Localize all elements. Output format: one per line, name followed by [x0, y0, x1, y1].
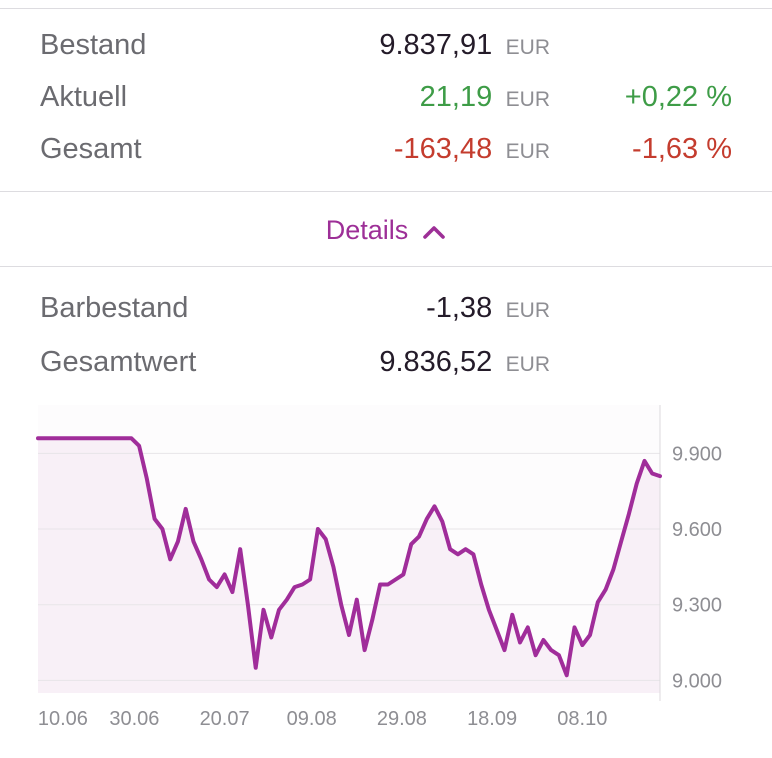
row-change: -1,63 %: [632, 132, 732, 165]
row-value-group: 9.836,52 EUR: [220, 346, 550, 379]
details-toggle[interactable]: Details: [0, 192, 772, 266]
row-label: Gesamt: [40, 132, 142, 165]
details-row-barbestand: Barbestand -1,38 EUR: [40, 281, 732, 335]
divider: [0, 191, 772, 192]
chevron-up-icon: [422, 216, 446, 247]
details-toggle-label: Details: [325, 214, 409, 245]
y-axis-label: 9.000: [672, 670, 722, 692]
row-value: 9.836,52: [379, 345, 493, 378]
row-label: Barbestand: [40, 291, 189, 324]
row-change: +0,22 %: [624, 80, 732, 113]
row-value: 9.837,91: [379, 28, 493, 61]
portfolio-chart[interactable]: 9.900 9.600 9.300 9.000 10.06 30.06 20.07 09.08…: [0, 405, 772, 735]
price-area: [38, 438, 660, 693]
x-axis-label: 08.10: [557, 708, 607, 730]
x-axis-label: 30.06: [109, 708, 159, 730]
summary-row-aktuell: Aktuell 21,19 EUR +0,22 %: [40, 71, 732, 123]
divider: [0, 8, 772, 9]
row-label: Bestand: [40, 28, 147, 61]
x-axis-label: 29.08: [377, 708, 427, 730]
summary-section: Bestand 9.837,91 EUR Aktuell 21,19 EUR +…: [0, 9, 772, 191]
price-chart-svg: 9.900 9.600 9.300 9.000 10.06 30.06 20.07 09.08…: [36, 405, 722, 730]
x-axis-label: 20.07: [200, 708, 250, 730]
x-axis-label: 09.08: [287, 708, 337, 730]
x-axis-label: 18.09: [467, 708, 517, 730]
details-row-gesamtwert: Gesamtwert 9.836,52 EUR: [40, 335, 732, 389]
summary-row-bestand: Bestand 9.837,91 EUR: [40, 19, 732, 71]
currency-unit: EUR: [505, 352, 550, 376]
row-value: -163,48: [393, 132, 493, 165]
row-value: -1,38: [426, 291, 493, 324]
row-value-group: 21,19 EUR: [220, 81, 550, 114]
divider: [0, 266, 772, 267]
row-value: 21,19: [419, 80, 493, 113]
row-label: Aktuell: [40, 80, 128, 113]
row-value-group: -163,48 EUR: [220, 133, 550, 166]
currency-unit: EUR: [505, 139, 550, 163]
row-label: Gesamtwert: [40, 345, 197, 378]
x-axis-label: 10.06: [38, 708, 88, 730]
details-section: Barbestand -1,38 EUR Gesamtwert 9.836,52…: [0, 267, 772, 395]
row-value-group: -1,38 EUR: [220, 292, 550, 325]
price-line: [36, 436, 662, 678]
currency-unit: EUR: [505, 298, 550, 322]
row-value-group: 9.837,91 EUR: [220, 29, 550, 62]
y-axis-label: 9.300: [672, 595, 722, 617]
portfolio-screen: Bestand 9.837,91 EUR Aktuell 21,19 EUR +…: [0, 8, 772, 735]
y-axis-label: 9.600: [672, 519, 722, 541]
currency-unit: EUR: [505, 35, 550, 59]
y-axis-label: 9.900: [672, 443, 722, 465]
currency-unit: EUR: [505, 87, 550, 111]
summary-row-gesamt: Gesamt -163,48 EUR -1,63 %: [40, 123, 732, 175]
